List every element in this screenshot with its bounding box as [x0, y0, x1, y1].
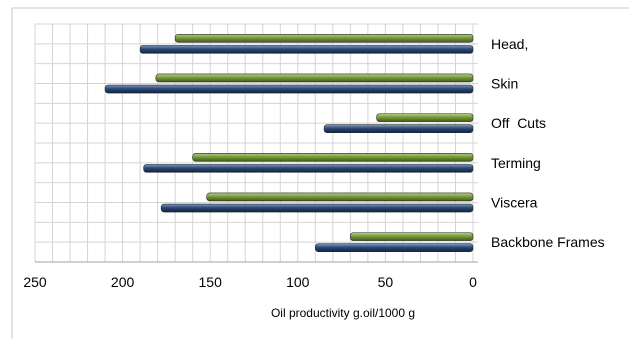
bar-series-2	[104, 84, 474, 94]
category-label: Head,	[491, 36, 528, 52]
x-tick-label: 0	[469, 274, 477, 290]
bar-series-1	[206, 192, 474, 202]
category-label: Skin	[491, 76, 518, 92]
bar-series-1	[376, 113, 474, 122]
x-tick-label: 200	[111, 274, 135, 290]
labels-layer: 250 200 150 100 50 0 Head, Skin Off Cuts Terming V…	[23, 36, 604, 290]
bar-series-2	[143, 164, 474, 173]
category-label: Terming	[491, 155, 541, 171]
bar-series-2	[160, 203, 474, 213]
x-tick-label: 50	[378, 274, 394, 290]
bar-series-2	[323, 124, 474, 134]
bar-series-1	[350, 232, 474, 241]
x-tick-label: 150	[199, 274, 223, 290]
grid-layer	[34, 23, 478, 263]
bars-layer	[104, 33, 474, 253]
bar-series-2	[315, 243, 474, 253]
x-axis-title: Oil productivity g.oil/1000 g	[271, 306, 415, 320]
bar-series-1	[155, 73, 474, 83]
bar-series-2	[139, 45, 474, 54]
x-tick-label: 100	[286, 274, 310, 290]
bar-series-1	[192, 152, 474, 162]
category-label: Backbone Frames	[491, 234, 605, 250]
category-label: Viscera	[491, 195, 538, 211]
x-tick-label: 250	[23, 274, 47, 290]
category-label: Off Cuts	[491, 115, 546, 131]
bar-series-1	[174, 33, 474, 43]
